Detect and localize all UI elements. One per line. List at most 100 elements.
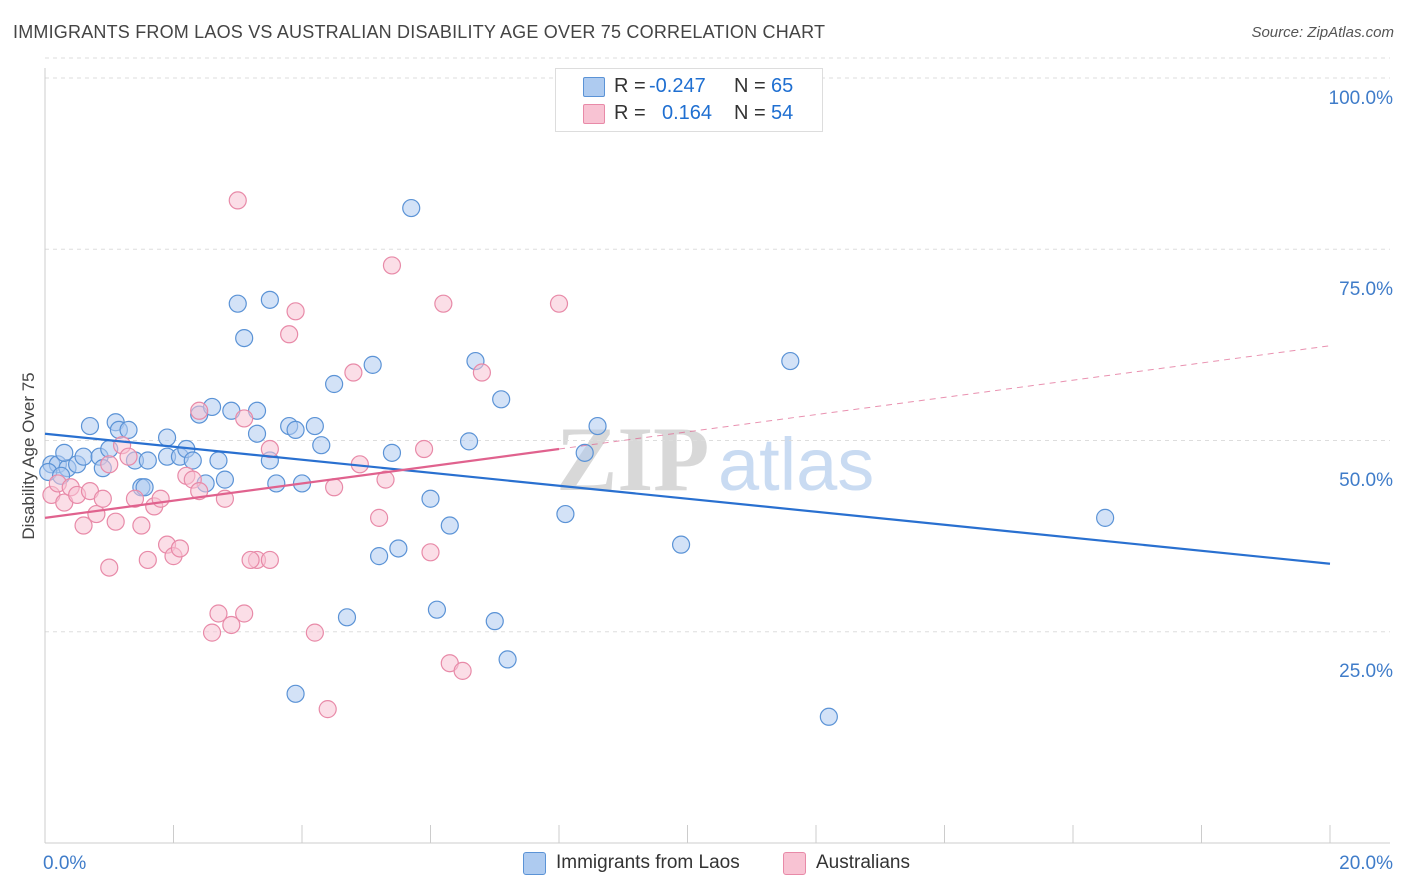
point-laos bbox=[286, 420, 305, 439]
point-australians bbox=[132, 516, 151, 535]
trendline-laos bbox=[44, 432, 1331, 565]
point-australians bbox=[472, 363, 491, 382]
point-laos bbox=[556, 504, 575, 524]
point-australians bbox=[74, 516, 93, 535]
point-laos bbox=[138, 451, 157, 470]
trendline-australians-extended bbox=[558, 345, 1331, 450]
point-australians bbox=[280, 325, 299, 344]
point-australians bbox=[222, 615, 241, 635]
x-tick-label: 20.0% bbox=[1339, 853, 1393, 874]
point-australians bbox=[100, 455, 119, 474]
point-laos bbox=[325, 374, 344, 394]
point-australians bbox=[241, 550, 260, 570]
point-laos bbox=[55, 443, 74, 462]
legend-swatch-blue bbox=[583, 77, 605, 97]
point-australians bbox=[228, 191, 247, 210]
point-laos bbox=[305, 416, 324, 436]
point-laos bbox=[312, 436, 331, 455]
point-australians bbox=[318, 700, 337, 719]
legend-n-value: 65 bbox=[771, 75, 794, 97]
source-label: Source: ZipAtlas.com bbox=[1251, 24, 1394, 41]
legend-r-value: 0.164 bbox=[662, 102, 713, 124]
point-laos bbox=[183, 451, 202, 470]
point-australians bbox=[125, 489, 145, 508]
point-laos bbox=[588, 416, 607, 436]
point-laos bbox=[382, 443, 402, 462]
legend-n-label: N = bbox=[734, 75, 766, 97]
point-laos bbox=[209, 451, 228, 470]
correlation-legend: R = -0.247 N = 65 R = 0.164 N = 54 bbox=[555, 68, 823, 132]
legend-n-value: 54 bbox=[771, 102, 794, 124]
point-laos bbox=[119, 420, 138, 439]
trendline-australians bbox=[44, 447, 560, 519]
point-australians bbox=[260, 550, 279, 570]
point-australians bbox=[151, 489, 170, 508]
point-laos bbox=[389, 539, 408, 558]
point-laos bbox=[74, 447, 93, 466]
point-australians bbox=[87, 504, 106, 524]
bottom-legend-swatch-blue bbox=[523, 852, 546, 875]
point-laos bbox=[286, 684, 305, 703]
point-australians bbox=[170, 539, 190, 558]
point-australians bbox=[100, 558, 119, 577]
bottom-legend-label: Immigrants from Laos bbox=[556, 852, 740, 873]
point-australians bbox=[305, 623, 324, 642]
point-laos bbox=[267, 474, 286, 493]
point-laos bbox=[781, 351, 800, 371]
point-australians bbox=[286, 302, 305, 321]
point-australians bbox=[344, 363, 363, 382]
point-australians bbox=[325, 478, 344, 497]
point-laos bbox=[819, 707, 838, 726]
point-laos bbox=[235, 329, 254, 348]
legend-swatch-pink bbox=[583, 104, 605, 124]
legend-r-label: R = bbox=[614, 102, 646, 124]
point-laos bbox=[337, 608, 357, 627]
point-laos bbox=[671, 535, 691, 554]
y-tick-label: 25.0% bbox=[1339, 661, 1393, 682]
point-australians bbox=[138, 550, 157, 570]
point-laos bbox=[215, 470, 234, 489]
point-laos bbox=[80, 416, 100, 436]
point-australians bbox=[376, 470, 395, 489]
point-laos bbox=[228, 294, 247, 313]
legend-n-label: N = bbox=[734, 102, 766, 124]
point-australians bbox=[209, 604, 228, 623]
point-australians bbox=[119, 447, 138, 466]
point-australians bbox=[190, 401, 209, 420]
point-australians bbox=[235, 409, 254, 428]
point-australians bbox=[190, 482, 209, 501]
y-axis-label: Disability Age Over 75 bbox=[19, 372, 38, 539]
point-laos bbox=[421, 489, 440, 508]
point-laos bbox=[370, 547, 389, 566]
y-tick-label: 100.0% bbox=[1329, 88, 1394, 109]
point-laos bbox=[498, 650, 517, 669]
bottom-legend-label: Australians bbox=[816, 852, 910, 873]
point-laos bbox=[1096, 508, 1115, 527]
point-australians bbox=[549, 294, 569, 313]
y-tick-label: 75.0% bbox=[1339, 279, 1393, 300]
point-australians bbox=[370, 508, 389, 527]
point-laos bbox=[485, 612, 504, 631]
chart-title: IMMIGRANTS FROM LAOS VS AUSTRALIAN DISAB… bbox=[13, 22, 826, 42]
watermark-atlas: atlas bbox=[718, 423, 874, 506]
point-australians bbox=[235, 604, 254, 623]
point-laos bbox=[402, 198, 421, 218]
point-australians bbox=[421, 543, 440, 562]
bottom-legend-swatch-pink bbox=[783, 852, 806, 875]
point-laos bbox=[157, 428, 177, 447]
point-australians bbox=[382, 256, 402, 275]
legend-r-value: -0.247 bbox=[649, 75, 706, 97]
point-laos bbox=[440, 516, 459, 535]
point-australians bbox=[414, 439, 434, 459]
x-tick-label: 0.0% bbox=[43, 853, 86, 874]
point-australians bbox=[434, 294, 453, 313]
point-laos bbox=[427, 600, 447, 619]
point-laos bbox=[247, 424, 267, 443]
point-australians bbox=[202, 623, 222, 642]
point-australians bbox=[93, 489, 112, 508]
point-laos bbox=[492, 390, 511, 409]
point-laos bbox=[575, 443, 594, 462]
point-laos bbox=[363, 355, 382, 374]
y-tick-label: 50.0% bbox=[1339, 470, 1393, 491]
